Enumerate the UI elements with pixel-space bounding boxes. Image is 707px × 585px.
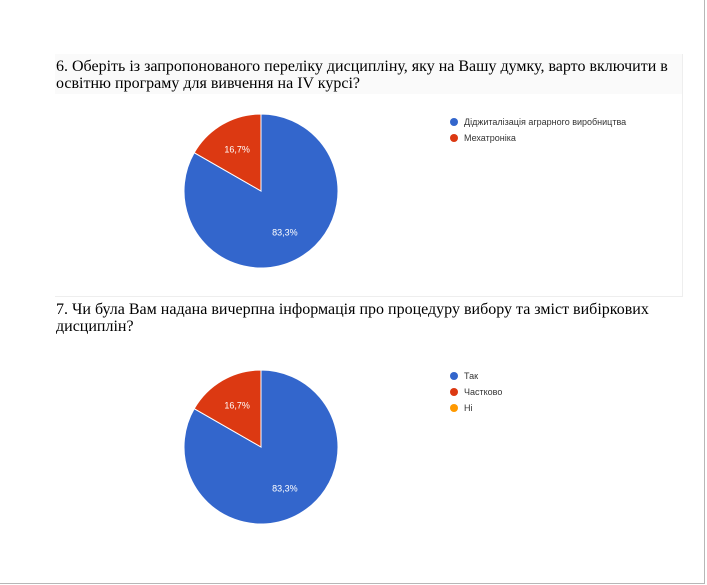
legend-label: Діджиталізація аграрного виробництва [464, 117, 627, 127]
pie-slice-label-1-1: 16,7% [224, 401, 250, 411]
legend-label: Частково [464, 387, 503, 397]
pie-slice-0-1 [193, 113, 262, 192]
pie-chart-q7: 83,3% 16,7% [183, 369, 339, 525]
question-6-text: 6. Оберіть із запропонованого переліку д… [56, 58, 668, 92]
legend-q7: Так Частково Ні [450, 368, 502, 416]
chart-panel-q7: 83,3% 16,7% Так Частково Ні [55, 344, 682, 544]
panel-header-shade [55, 54, 682, 94]
legend-q6: Діджиталізація аграрного виробництва Меха… [450, 114, 626, 146]
legend-item-1-2: Ні [450, 400, 502, 416]
legend-dot-icon [450, 372, 458, 380]
pie-slice-label-0-1: 16,7% [224, 145, 250, 155]
legend-item-1-0: Так [450, 368, 502, 384]
legend-label: Мехатроніка [464, 133, 516, 143]
chart-panel-q6: 83,3% 16,7% Діджиталізація аграрного виро… [55, 54, 683, 297]
legend-label: Ні [464, 403, 473, 413]
legend-item-0-0: Діджиталізація аграрного виробництва [450, 114, 626, 130]
pie-slice-label-0-0: 83,3% [272, 227, 298, 237]
legend-dot-icon [450, 134, 458, 142]
legend-dot-icon [450, 118, 458, 126]
legend-item-0-1: Мехатроніка [450, 130, 626, 146]
legend-dot-icon [450, 404, 458, 412]
pie-chart-q6: 83,3% 16,7% [183, 113, 339, 269]
legend-label: Так [464, 371, 479, 381]
legend-item-1-1: Частково [450, 384, 502, 400]
pie-slice-1-1 [193, 369, 262, 448]
question-7-text: 7. Чи була Вам надана вичерпна інформаці… [56, 301, 649, 335]
pie-slice-label-1-0: 83,3% [272, 483, 298, 493]
legend-dot-icon [450, 388, 458, 396]
